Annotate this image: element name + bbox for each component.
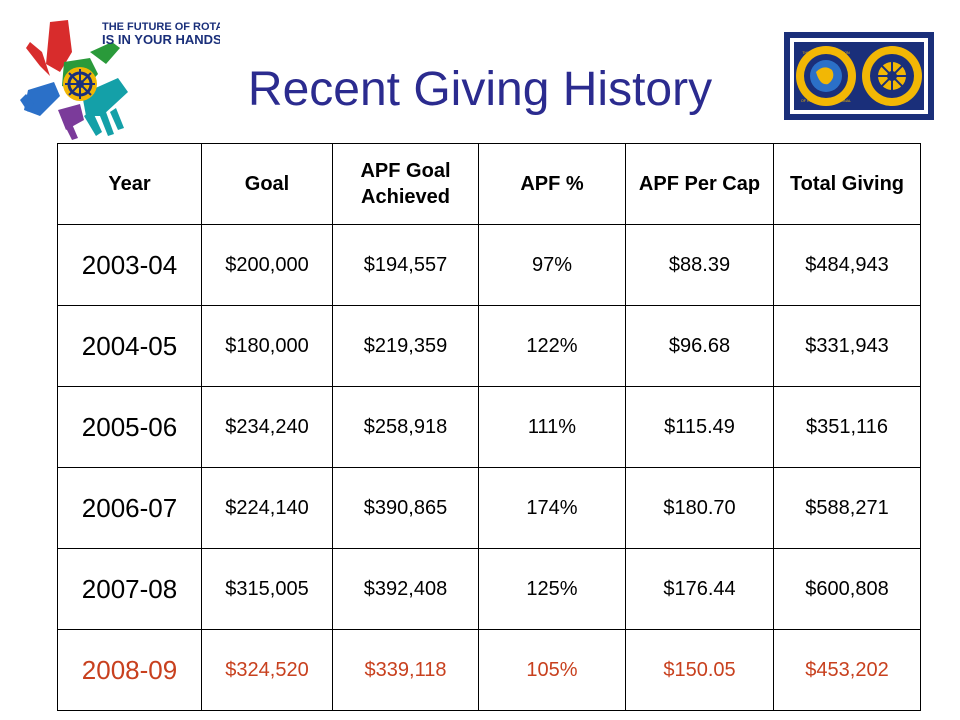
cell-apf-per-cap: $180.70 <box>625 467 774 549</box>
table-row: 2007-08 $315,005 $392,408 125% $176.44 $… <box>57 548 921 630</box>
cell-year: 2004-05 <box>57 305 202 387</box>
cell-apf-percent: 111% <box>478 386 626 468</box>
logo-left-line1: THE FUTURE OF ROTARY <box>102 21 220 33</box>
cell-apf-goal-achieved: $339,118 <box>332 629 479 711</box>
cell-apf-goal-achieved: $390,865 <box>332 467 479 549</box>
cell-apf-percent: 105% <box>478 629 626 711</box>
cell-apf-goal-achieved: $219,359 <box>332 305 479 387</box>
logo-left-line2: IS IN YOUR HANDS <box>102 32 220 47</box>
rotary-foundation-emblems-icon: THE ROTARY FOUNDATION OF ROTARY INTERNAT… <box>784 32 934 120</box>
cell-year: 2008-09 <box>57 629 202 711</box>
cell-apf-per-cap: $115.49 <box>625 386 774 468</box>
cell-total-giving: $484,943 <box>773 224 921 306</box>
cell-year: 2005-06 <box>57 386 202 468</box>
cell-apf-per-cap: $150.05 <box>625 629 774 711</box>
column-header-year: Year <box>57 143 202 225</box>
cell-total-giving: $331,943 <box>773 305 921 387</box>
cell-apf-percent: 125% <box>478 548 626 630</box>
table-row: 2006-07 $224,140 $390,865 174% $180.70 $… <box>57 467 921 549</box>
cell-apf-per-cap: $176.44 <box>625 548 774 630</box>
cell-goal: $224,140 <box>201 467 333 549</box>
table-row: 2005-06 $234,240 $258,918 111% $115.49 $… <box>57 386 921 468</box>
logo-right-foundation-bottom: OF ROTARY INTERNATIONAL <box>801 99 851 103</box>
cell-apf-goal-achieved: $392,408 <box>332 548 479 630</box>
logo-right-foundation-top: THE ROTARY FOUNDATION <box>802 51 850 55</box>
cell-total-giving: $600,808 <box>773 548 921 630</box>
table-row: 2004-05 $180,000 $219,359 122% $96.68 $3… <box>57 305 921 387</box>
column-header-apf-goal-achieved: APF Goal Achieved <box>332 143 479 225</box>
cell-total-giving: $351,116 <box>773 386 921 468</box>
cell-apf-percent: 97% <box>478 224 626 306</box>
cell-apf-per-cap: $88.39 <box>625 224 774 306</box>
table-row: 2003-04 $200,000 $194,557 97% $88.39 $48… <box>57 224 921 306</box>
table-row-highlighted: 2008-09 $324,520 $339,118 105% $150.05 $… <box>57 629 921 711</box>
column-header-total-giving: Total Giving <box>773 143 921 225</box>
table-header-row: Year Goal APF Goal Achieved APF % APF Pe… <box>57 143 921 225</box>
rotary-hands-logo-icon: THE FUTURE OF ROTARY IS IN YOUR HANDS <box>20 12 239 142</box>
cell-year: 2006-07 <box>57 467 202 549</box>
column-header-goal: Goal <box>201 143 333 225</box>
page-title: Recent Giving History <box>247 63 713 116</box>
cell-goal: $180,000 <box>201 305 333 387</box>
cell-goal: $324,520 <box>201 629 333 711</box>
cell-total-giving: $453,202 <box>773 629 921 711</box>
cell-apf-goal-achieved: $258,918 <box>332 386 479 468</box>
cell-apf-percent: 122% <box>478 305 626 387</box>
giving-history-table: Year Goal APF Goal Achieved APF % APF Pe… <box>57 143 921 711</box>
cell-apf-percent: 174% <box>478 467 626 549</box>
column-header-apf-per-cap: APF Per Cap <box>625 143 774 225</box>
cell-total-giving: $588,271 <box>773 467 921 549</box>
column-header-apf-percent: APF % <box>478 143 626 225</box>
logo-right-international: INTERNATIONAL <box>876 98 908 103</box>
cell-apf-per-cap: $96.68 <box>625 305 774 387</box>
cell-year: 2007-08 <box>57 548 202 630</box>
logo-right-rotary: ROTARY <box>884 50 901 55</box>
cell-goal: $234,240 <box>201 386 333 468</box>
cell-goal: $200,000 <box>201 224 333 306</box>
cell-year: 2003-04 <box>57 224 202 306</box>
cell-apf-goal-achieved: $194,557 <box>332 224 479 306</box>
cell-goal: $315,005 <box>201 548 333 630</box>
